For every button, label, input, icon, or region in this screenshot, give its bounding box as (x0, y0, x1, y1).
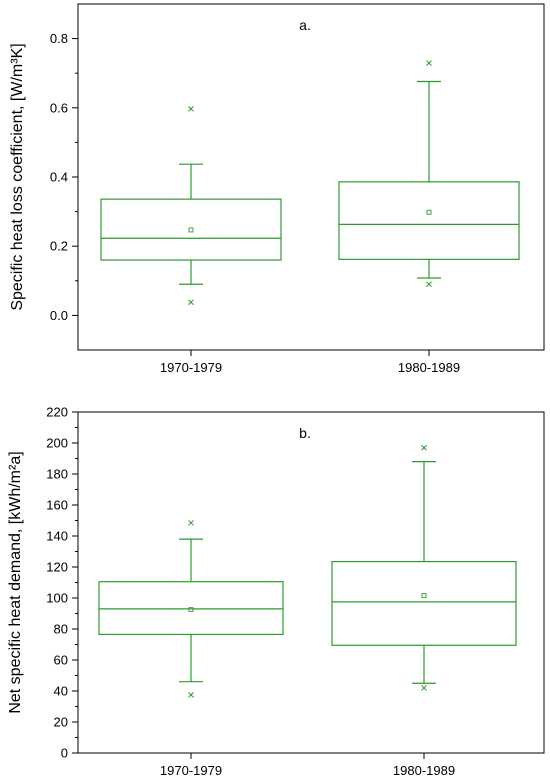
chart-panel-b: 0 20 40 60 80 100 120 140 160 180 200 220 1970-1979 1… (7, 405, 545, 778)
y-tick-label: 0.4 (50, 170, 68, 185)
plot-frame (77, 3, 545, 351)
outlier-marker (188, 105, 194, 112)
outlier-marker (426, 60, 432, 67)
mean-marker (421, 593, 427, 599)
mean-marker (188, 227, 194, 233)
y-tick-label: 180 (46, 467, 68, 482)
outlier-stroke (426, 60, 432, 67)
y-tick-label: 40 (54, 684, 68, 699)
box-iqr (331, 560, 517, 646)
y-tick-label: 0.2 (50, 239, 68, 254)
outlier-marker (421, 444, 427, 451)
x-tick-label: 1970-1979 (160, 360, 222, 375)
panel-label: b. (299, 425, 311, 441)
y-tick-label: 0.0 (50, 308, 68, 323)
box-1970-1979 (100, 105, 282, 306)
plot-frame (77, 411, 545, 754)
y-tick-label: 200 (46, 436, 68, 451)
outlier-marker (188, 692, 194, 698)
y-axis-title: Specific heat loss coefficient, [W/m³K] (9, 43, 26, 310)
y-tick-label: 80 (54, 622, 68, 637)
y-tick-label: 220 (46, 405, 68, 420)
y-tick-label: 160 (46, 498, 68, 513)
box-iqr (338, 181, 520, 260)
outlier-stroke (188, 299, 194, 306)
box-1980-1989 (338, 60, 520, 288)
panel-label: a. (299, 17, 311, 33)
outlier-marker (188, 299, 194, 306)
y-tick-label: 0.8 (50, 31, 68, 46)
y-tick-label: 100 (46, 591, 68, 606)
box-iqr (100, 198, 282, 261)
y-tick-label: 0.6 (50, 100, 68, 115)
box-1970-1979 (98, 519, 284, 698)
chart-panel-a: 0.0 0.2 0.4 0.6 0.8 1970-1979 1980-1989 Specifi… (9, 3, 545, 375)
mean-marker (426, 209, 432, 215)
outlier-stroke (421, 444, 427, 451)
y-tick-label: 0 (61, 746, 68, 761)
box-1980-1989 (331, 444, 517, 691)
y-axis-title: Net specific heat demand, [kWh/m²a] (7, 451, 24, 713)
x-tick-label: 1980-1989 (398, 360, 460, 375)
outlier-marker (426, 281, 432, 288)
y-tick-label: 120 (46, 560, 68, 575)
mean-marker (188, 607, 194, 613)
y-tick-label: 60 (54, 653, 68, 668)
outlier-marker (421, 685, 427, 691)
y-tick-label: 140 (46, 529, 68, 544)
x-tick-label: 1980-1989 (393, 763, 455, 778)
outlier-stroke (188, 519, 194, 526)
outlier-marker (188, 519, 194, 526)
outlier-stroke (426, 281, 432, 288)
y-tick-label: 20 (54, 715, 68, 730)
outlier-stroke (421, 685, 427, 691)
outlier-stroke (188, 692, 194, 698)
outlier-stroke (188, 105, 194, 112)
x-tick-label: 1970-1979 (160, 763, 222, 778)
